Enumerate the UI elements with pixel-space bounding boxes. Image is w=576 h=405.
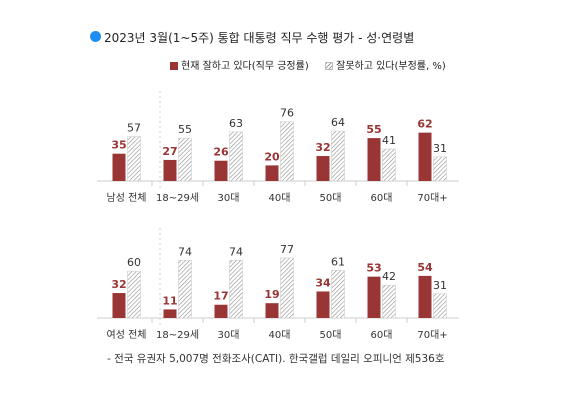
bullet-dot-icon xyxy=(90,31,101,42)
female-label-negative: 77 xyxy=(280,243,294,256)
female-bar-positive xyxy=(214,304,228,318)
male-label-negative: 63 xyxy=(229,117,243,130)
male-category-label: 50대 xyxy=(320,192,342,204)
female-label-negative: 42 xyxy=(382,270,396,283)
male-label-positive: 26 xyxy=(213,146,229,159)
male-bar-negative xyxy=(382,148,396,182)
female-bar-negative xyxy=(280,257,294,319)
female-label-positive: 53 xyxy=(366,262,381,275)
male-category-label: 30대 xyxy=(218,192,240,204)
male-bar-negative xyxy=(127,136,141,182)
female-bar-negative xyxy=(382,284,396,319)
male-bar-negative xyxy=(229,131,243,182)
female-bar-negative xyxy=(229,260,243,319)
chart-title-row: 2023년 3월(1~5주) 통합 대통령 직무 수행 평가 - 성·연령별 xyxy=(90,29,415,46)
female-label-positive: 11 xyxy=(162,294,177,307)
male-label-positive: 32 xyxy=(315,141,330,154)
female-category-label: 60대 xyxy=(371,329,393,341)
male-label-positive: 20 xyxy=(264,150,280,163)
female-label-positive: 54 xyxy=(417,261,433,274)
legend-negative-label: 잘못하고 있다(부정률, %) xyxy=(336,61,446,72)
female-label-positive: 34 xyxy=(315,276,331,289)
male-label-negative: 64 xyxy=(331,116,345,129)
female-category-label: 30대 xyxy=(218,329,240,341)
male-bar-positive xyxy=(367,138,381,181)
female-bar-positive xyxy=(316,291,330,318)
male-bar-negative xyxy=(280,121,294,182)
male-label-negative: 31 xyxy=(433,142,447,155)
male-category-label: 60대 xyxy=(371,192,393,204)
male-bar-positive xyxy=(163,159,177,181)
legend: 현재 잘하고 있다(직무 긍정률) 잘못하고 있다(부정률, %) xyxy=(170,57,446,72)
female-label-negative: 60 xyxy=(127,256,141,269)
female-bar-negative xyxy=(127,270,141,319)
male-category-label: 18~29세 xyxy=(156,192,199,204)
female-category-label: 50대 xyxy=(320,329,342,341)
male-label-negative: 57 xyxy=(127,122,141,135)
female-bar-negative xyxy=(331,270,345,319)
female-category-label: 40대 xyxy=(269,329,291,341)
female-bar-positive xyxy=(112,293,126,318)
female-category-label: 여성 전체 xyxy=(107,329,147,341)
female-bar-positive xyxy=(265,303,279,318)
male-bar-positive xyxy=(265,165,279,181)
female-label-positive: 17 xyxy=(213,290,228,303)
male-label-negative: 76 xyxy=(280,107,294,120)
male-bar-negative xyxy=(178,137,192,182)
male-label-positive: 55 xyxy=(366,123,381,136)
male-category-label: 70대+ xyxy=(417,192,447,204)
male-category-label: 40대 xyxy=(269,192,291,204)
legend-negative-swatch xyxy=(325,62,334,70)
male-label-negative: 41 xyxy=(382,134,396,147)
female-label-negative: 74 xyxy=(178,245,192,258)
male-label-positive: 62 xyxy=(417,118,432,131)
male-label-positive: 27 xyxy=(162,145,177,158)
chart-title: 2023년 3월(1~5주) 통합 대통령 직무 수행 평가 - 성·연령별 xyxy=(104,31,415,45)
male-label-positive: 35 xyxy=(111,139,126,152)
female-label-negative: 31 xyxy=(433,279,447,292)
female-label-negative: 74 xyxy=(229,245,243,258)
male-bar-positive xyxy=(418,132,432,181)
female-bar-positive xyxy=(418,275,432,318)
male-bar-negative xyxy=(331,130,345,182)
female-bar-positive xyxy=(163,309,177,318)
male-bar-positive xyxy=(214,160,228,181)
female-label-positive: 32 xyxy=(111,278,126,291)
female-bar-negative xyxy=(178,260,192,319)
female-label-positive: 19 xyxy=(264,288,279,301)
male-bar-negative xyxy=(433,156,447,182)
legend-positive-label: 현재 잘하고 있다(직무 긍정률) xyxy=(181,61,309,72)
legend-positive-swatch xyxy=(170,62,178,70)
female-bar-negative xyxy=(433,293,447,319)
male-label-negative: 55 xyxy=(178,123,192,136)
male-bar-positive xyxy=(316,156,330,181)
male-category-label: 남성 전체 xyxy=(107,192,147,204)
female-category-label: 18~29세 xyxy=(156,329,199,341)
female-bar-positive xyxy=(367,276,381,318)
footnote: - 전국 유권자 5,007명 전화조사(CATI). 한국갤럽 데일리 오피니… xyxy=(107,353,445,365)
female-label-negative: 61 xyxy=(331,255,345,268)
female-category-label: 70대+ xyxy=(417,329,447,341)
male-bar-positive xyxy=(112,153,126,181)
